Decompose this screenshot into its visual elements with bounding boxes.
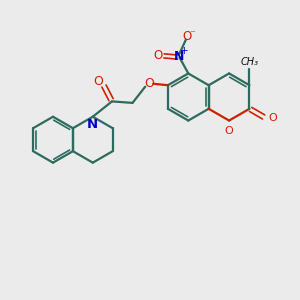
Text: O: O: [268, 112, 277, 123]
Text: O: O: [182, 30, 192, 43]
Text: O: O: [153, 49, 163, 62]
Text: O: O: [225, 126, 233, 136]
Text: CH₃: CH₃: [241, 57, 259, 67]
Text: N: N: [174, 50, 184, 63]
Text: N: N: [87, 118, 98, 131]
Text: O: O: [144, 77, 154, 90]
Text: ⁻: ⁻: [190, 29, 195, 39]
Text: +: +: [180, 46, 189, 56]
Text: O: O: [93, 75, 103, 88]
